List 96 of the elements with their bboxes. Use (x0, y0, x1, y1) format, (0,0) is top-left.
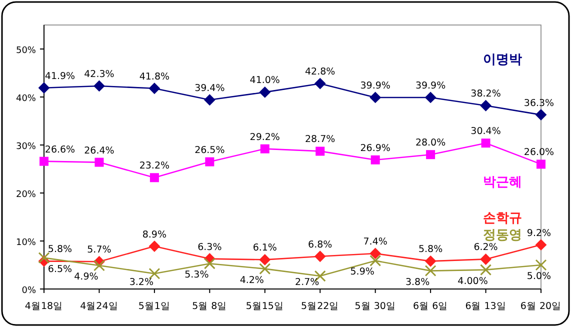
point (204, 258, 216, 270)
point (314, 78, 326, 90)
point (40, 156, 48, 166)
point (480, 254, 492, 265)
point (535, 259, 547, 271)
x-tick-label: 6월 20일 (520, 301, 562, 312)
data-label: 6.1% (252, 242, 277, 254)
point (370, 155, 380, 164)
data-label: 4.2% (240, 274, 264, 286)
data-label: 5.7% (87, 244, 112, 256)
point (38, 252, 50, 264)
data-label: 39.9% (360, 80, 390, 92)
point (260, 144, 270, 154)
data-label: 26.6% (44, 144, 76, 156)
x-tick-label: 4월24일 (80, 301, 118, 312)
data-label: 6.5% (48, 264, 72, 275)
point (480, 100, 492, 112)
data-label: 6.8% (308, 239, 332, 250)
y-tick-label: 50% (16, 46, 36, 56)
series-label: 박근혜 (483, 175, 522, 190)
text: 이명박 (483, 52, 522, 68)
point (148, 82, 160, 94)
data-label: 28.7% (305, 134, 336, 146)
data-label: 41.8% (139, 71, 170, 82)
x-tick-label: 5월15일 (246, 301, 284, 312)
point (38, 82, 50, 94)
y-tick-label: 0% (22, 286, 36, 296)
y-tick-label: 30% (16, 142, 36, 152)
point (94, 158, 104, 167)
y-tick-label: 20% (16, 190, 36, 200)
data-label: 30.4% (470, 126, 501, 138)
data-label: 36.3% (524, 98, 554, 109)
data-label: 9.2% (526, 228, 552, 239)
x-tick-label: 6월 6일 (413, 301, 448, 312)
data-label: 26.9% (360, 142, 390, 154)
point (370, 92, 381, 103)
point (426, 150, 436, 160)
point (314, 250, 326, 262)
data-label: 3.8% (405, 276, 430, 288)
x-tick-label: 5월1일 (138, 301, 170, 312)
data-label: 29.2% (250, 132, 280, 143)
point (259, 254, 270, 266)
data-label: 41.0% (250, 75, 280, 86)
x-tick-label: 5월22일 (301, 301, 340, 312)
data-label: 3.2% (129, 277, 154, 288)
data-label: 42.8% (305, 66, 336, 78)
point (370, 254, 382, 266)
point (259, 263, 271, 275)
data-label: 6.3% (198, 242, 222, 253)
point (93, 260, 105, 272)
point (150, 173, 159, 182)
data-label: 38.2% (470, 88, 501, 100)
point (536, 160, 546, 169)
point (481, 138, 490, 148)
point (148, 240, 160, 252)
data-label: 2.7% (295, 277, 320, 288)
data-label: 4.00% (458, 276, 488, 287)
y-tick-label: 10% (16, 238, 36, 248)
data-label: 5.3% (184, 270, 209, 281)
data-label: 4.9% (74, 271, 98, 282)
point (94, 80, 105, 92)
x-tick-label: 6월 13일 (465, 301, 506, 312)
x-tick-label: 5월 30일 (354, 301, 396, 312)
point (425, 92, 436, 103)
data-label: 23.2% (139, 160, 170, 172)
point (424, 265, 436, 277)
data-label: 26.5% (194, 144, 225, 156)
data-label: 26.4% (84, 145, 114, 156)
data-label: 28.0% (415, 138, 446, 149)
point (425, 256, 436, 267)
point (259, 86, 270, 98)
series-label: 손학규 (483, 211, 522, 226)
data-label: 5.0% (526, 271, 552, 282)
x-tick-label: 4월18일 (24, 301, 64, 312)
data-label: 6.2% (474, 242, 498, 254)
point (204, 94, 216, 106)
data-label: 8.9% (142, 229, 167, 240)
point (370, 248, 381, 259)
data-label: 39.4% (194, 82, 225, 94)
data-label: 5.9% (350, 266, 374, 278)
y-tick-label: 40% (16, 94, 36, 104)
data-label: 41.9% (44, 70, 76, 82)
data-label: 26.0% (524, 147, 554, 158)
point (148, 268, 160, 280)
point (536, 239, 546, 250)
series-label: 정동영 (483, 228, 522, 243)
data-label: 39.9% (415, 80, 446, 92)
point (316, 146, 325, 156)
data-label: 5.8% (418, 244, 443, 256)
point (480, 264, 492, 276)
x-tick-label: 5월 8일 (192, 301, 228, 312)
point (205, 157, 214, 166)
point (536, 109, 546, 120)
data-label: 42.3% (84, 68, 114, 80)
data-label: 5.8% (48, 244, 72, 256)
data-label: 7.4% (363, 236, 388, 248)
